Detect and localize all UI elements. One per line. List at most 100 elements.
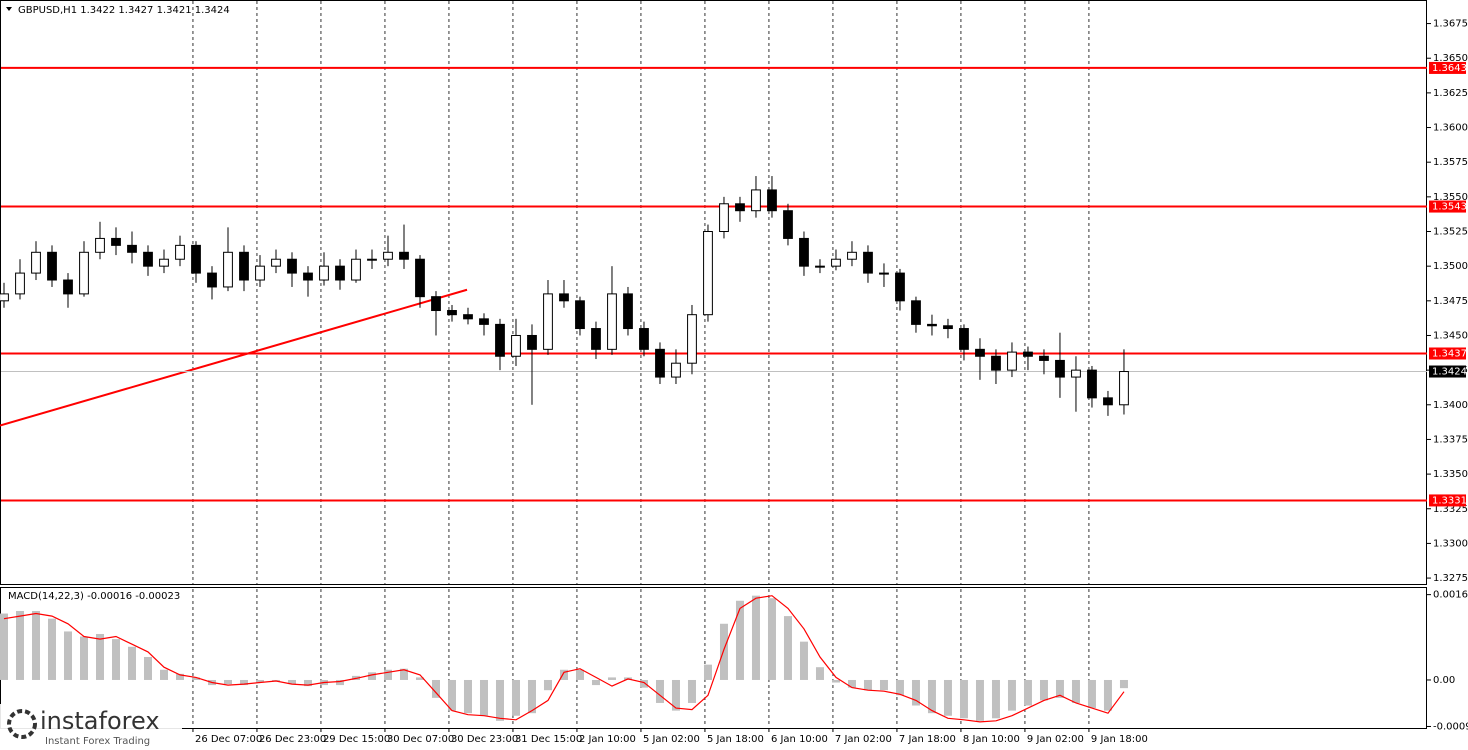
x-tick-label: 26 Dec 07:00 xyxy=(195,734,262,745)
candle-body xyxy=(1087,369,1097,399)
candle-body xyxy=(495,323,505,357)
macd-bar xyxy=(415,677,424,680)
trend-line xyxy=(0,288,468,427)
candle-body xyxy=(991,355,1001,371)
candle-body xyxy=(783,210,793,239)
macd-bar xyxy=(639,679,648,688)
macd-bar xyxy=(895,679,904,696)
y-tick-label: 1.3575 xyxy=(1433,157,1468,168)
macd-bar xyxy=(543,679,552,691)
candle-body xyxy=(543,293,553,350)
macd-bar xyxy=(367,672,376,680)
macd-bar xyxy=(1103,679,1112,711)
candle-body xyxy=(271,258,281,267)
macd-bar xyxy=(223,679,232,685)
candle-body xyxy=(431,296,441,312)
title-arrow xyxy=(6,7,12,11)
y-tick-label: 1.3375 xyxy=(1433,434,1468,445)
macd-bar xyxy=(799,641,808,680)
candle-body xyxy=(47,251,57,281)
macd-bar xyxy=(1007,679,1016,711)
y-tick-label: 1.3500 xyxy=(1433,261,1468,272)
candle-body xyxy=(239,251,249,281)
candle-body xyxy=(1023,351,1033,357)
y-tick-label: 1.3600 xyxy=(1433,123,1468,134)
x-tick-label: 9 Jan 18:00 xyxy=(1091,734,1148,745)
macd-bar xyxy=(15,610,24,680)
y-tick-label: 1.3625 xyxy=(1433,88,1468,99)
x-tick-label: 6 Jan 10:00 xyxy=(771,734,828,745)
candle-body xyxy=(527,334,537,350)
macd-bar xyxy=(431,679,440,698)
candle-body xyxy=(927,323,937,327)
candle-body xyxy=(1071,369,1081,378)
level-label-box xyxy=(1429,494,1466,507)
macd-bar xyxy=(495,679,504,721)
candle-body xyxy=(1119,371,1129,406)
x-tick-label: 8 Jan 10:00 xyxy=(963,734,1020,745)
candle-body xyxy=(1039,355,1049,361)
macd-bar xyxy=(703,664,712,680)
candle-body xyxy=(911,300,921,325)
macd-bar xyxy=(239,679,248,686)
candle-body xyxy=(719,203,729,233)
macd-bar xyxy=(1119,679,1128,689)
current-price-label: 1.3424 xyxy=(1432,367,1467,378)
macd-bar xyxy=(287,679,296,685)
y-tick-label: 1.3325 xyxy=(1433,504,1468,515)
candle-body xyxy=(735,203,745,212)
candle-body xyxy=(127,244,137,253)
candle-body xyxy=(255,265,265,281)
candle-body xyxy=(767,189,777,212)
level-label: 1.3543 xyxy=(1432,202,1467,213)
level-label-box xyxy=(1429,200,1466,213)
y-tick-label: 1.3650 xyxy=(1433,53,1468,64)
candle-body xyxy=(831,258,841,267)
level-label: 1.3643 xyxy=(1432,63,1467,74)
macd-bar xyxy=(159,669,168,680)
candle-body xyxy=(95,237,105,253)
macd-bar xyxy=(527,679,536,714)
x-tick-label: 2 Jan 10:00 xyxy=(579,734,636,745)
macd-bar xyxy=(255,679,264,683)
candle-body xyxy=(207,272,217,288)
candle-body xyxy=(111,237,121,246)
x-tick-label: 29 Dec 15:00 xyxy=(323,734,390,745)
candle-body xyxy=(607,293,617,350)
candle-body xyxy=(399,251,409,260)
candle-body xyxy=(479,318,489,325)
candle-body xyxy=(863,251,873,274)
macd-bar xyxy=(831,679,840,683)
macd-bar xyxy=(559,669,568,680)
candle-body xyxy=(511,334,521,357)
current-price-box xyxy=(1429,365,1466,378)
macd-bar xyxy=(479,679,488,716)
macd-bar xyxy=(671,679,680,711)
macd-bar xyxy=(31,610,40,680)
macd-bar xyxy=(943,679,952,716)
candle-body xyxy=(1103,397,1113,406)
macd-bar xyxy=(1087,679,1096,709)
candle-body xyxy=(975,348,985,357)
macd-bar xyxy=(63,631,72,680)
logo-icon xyxy=(7,709,37,739)
x-tick-label: 7 Jan 18:00 xyxy=(899,734,956,745)
candle-body xyxy=(751,189,761,212)
candle-body xyxy=(31,251,41,274)
candle-body xyxy=(383,251,393,260)
x-tick-label: 30 Dec 07:00 xyxy=(387,734,454,745)
level-label: 1.3331 xyxy=(1432,495,1467,506)
macd-bar xyxy=(879,679,888,691)
candle-body xyxy=(575,300,585,330)
macd-title: MACD(14,22,3) -0.00016 -0.00023 xyxy=(8,591,180,602)
macd-bar xyxy=(111,639,120,680)
candle-body xyxy=(639,328,649,350)
candle-body xyxy=(559,293,569,302)
candle-body xyxy=(655,348,665,378)
macd-bar xyxy=(47,618,56,680)
macd-bar xyxy=(1039,679,1048,701)
candle-body xyxy=(223,251,233,288)
candle-body xyxy=(415,258,425,298)
